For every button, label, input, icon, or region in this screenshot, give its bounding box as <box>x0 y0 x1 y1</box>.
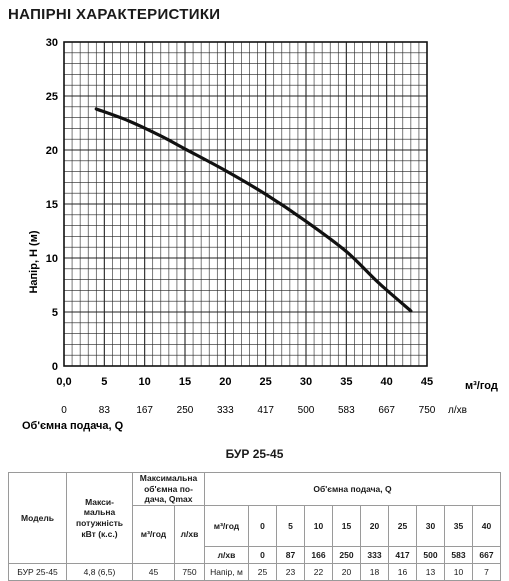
cell-head-label: Напір, м <box>204 562 249 581</box>
y-tick-labels: 0 5 10 15 20 25 30 <box>46 37 58 373</box>
flow-lmin-cell: 500 <box>416 545 445 564</box>
cell-power: 4,8 (6,5) <box>66 562 133 581</box>
y-tick-label: 25 <box>46 91 58 103</box>
flow-lmin-cell: 667 <box>472 545 501 564</box>
flow-lmin-cell: 583 <box>444 545 473 564</box>
y-tick-label: 15 <box>46 199 58 211</box>
header-maxflow: Максимальна об'ємна по- дача, Qmax <box>132 472 205 506</box>
x-tick-label: 20 <box>219 376 231 388</box>
head-cell: 13 <box>416 562 445 581</box>
x-tick-label: 0,0 <box>56 376 71 388</box>
y-tick-label: 30 <box>46 37 58 49</box>
flow-lmin-cell: 417 <box>388 545 417 564</box>
head-cell: 23 <box>276 562 305 581</box>
flow-lmin-cell: 0 <box>248 545 277 564</box>
x-tick-labels: 0,0 5 10 15 20 25 30 35 40 45 <box>56 376 433 388</box>
x2-tick-label: 167 <box>136 405 153 416</box>
flow-m3-cell: 40 <box>472 504 501 547</box>
cell-model: БУР 25-45 <box>8 562 67 581</box>
head-cell: 25 <box>248 562 277 581</box>
flow-lmin-cell: 250 <box>332 545 361 564</box>
flow-m3-cell: 10 <box>304 504 333 547</box>
x2-tick-label: 583 <box>338 405 355 416</box>
head-cell: 16 <box>388 562 417 581</box>
header-flow: Об'ємна подача, Q <box>204 472 501 506</box>
y-axis-label: Напір, H (м) <box>28 230 40 293</box>
head-curve-chart: 0 5 10 15 20 25 30 0,0 5 10 15 20 25 30 35 40 45 0 83 167… <box>22 37 498 432</box>
flow-m3-cell: 25 <box>388 504 417 547</box>
x2-tick-label: 750 <box>419 405 436 416</box>
flow-m3-cell: 35 <box>444 504 473 547</box>
chart-frame <box>63 41 428 367</box>
head-cell: 18 <box>360 562 389 581</box>
x-tick-label: 35 <box>340 376 352 388</box>
cell-qmax-m3: 45 <box>132 562 175 581</box>
x-tick-label: 45 <box>421 376 433 388</box>
x-tick-label: 10 <box>139 376 151 388</box>
x2-tick-label: 83 <box>99 405 111 416</box>
flow-lmin-cell: 166 <box>304 545 333 564</box>
spec-table: Модель Макси- мальна потужність кВт (к.с… <box>8 472 501 581</box>
x-axis-unit: м³/год <box>465 380 498 392</box>
y-tick-label: 10 <box>46 253 58 265</box>
unit-lmin: л/хв <box>204 545 249 564</box>
series-line <box>94 107 413 313</box>
header-maxflow-lmin: л/хв <box>174 504 205 564</box>
unit-m3: м³/год <box>204 504 249 547</box>
cell-qmax-lmin: 750 <box>174 562 205 581</box>
chart-grid <box>64 42 427 366</box>
flow-lmin-cell: 333 <box>360 545 389 564</box>
header-maxflow-m3: м³/год <box>132 504 175 564</box>
header-power: Макси- мальна потужність кВт (к.с.) <box>66 472 133 564</box>
plot-border <box>63 41 428 367</box>
x2-tick-label: 333 <box>217 405 234 416</box>
head-cell: 20 <box>332 562 361 581</box>
head-cell: 22 <box>304 562 333 581</box>
x-tick-label: 5 <box>101 376 107 388</box>
x2-tick-label: 250 <box>177 405 194 416</box>
x2-axis-unit: л/хв <box>448 405 467 416</box>
flow-m3-cell: 20 <box>360 504 389 547</box>
x2-tick-label: 417 <box>257 405 274 416</box>
flow-m3-cell: 30 <box>416 504 445 547</box>
chart-caption: БУР 25-45 <box>225 447 284 461</box>
x-tick-label: 25 <box>260 376 272 388</box>
x2-tick-label: 500 <box>298 405 315 416</box>
y-tick-label: 20 <box>46 145 58 157</box>
page-title: НАПІРНІ ХАРАКТЕРИСТИКИ <box>8 6 221 23</box>
head-cell: 10 <box>444 562 473 581</box>
x-tick-label: 40 <box>381 376 393 388</box>
x-axis-label: Об'ємна подача, Q <box>22 420 124 432</box>
x2-tick-label: 0 <box>61 405 67 416</box>
x-tick-label: 15 <box>179 376 191 388</box>
head-cell: 7 <box>472 562 501 581</box>
y-tick-label: 5 <box>52 307 58 319</box>
y-tick-label: 0 <box>52 361 58 373</box>
series-layer <box>94 107 413 313</box>
flow-lmin-cell: 87 <box>276 545 305 564</box>
header-model: Модель <box>8 472 67 564</box>
flow-m3-cell: 5 <box>276 504 305 547</box>
x2-tick-labels: 0 83 167 250 333 417 500 583 667 750 <box>61 405 436 416</box>
flow-m3-cell: 0 <box>248 504 277 547</box>
x-tick-label: 30 <box>300 376 312 388</box>
flow-m3-cell: 15 <box>332 504 361 547</box>
x2-tick-label: 667 <box>378 405 395 416</box>
